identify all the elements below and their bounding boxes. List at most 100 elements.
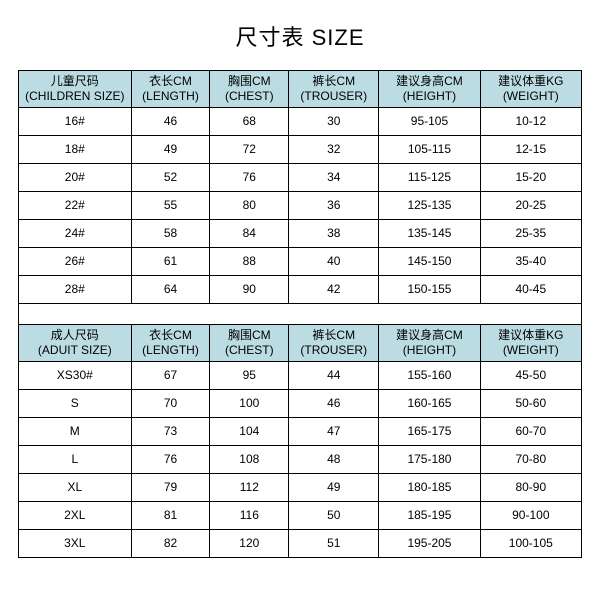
table-cell: 84 (210, 220, 289, 248)
table-row: 20#527634115-12515-20 (19, 164, 582, 192)
table-cell: 95 (210, 362, 289, 390)
table-cell: 82 (131, 530, 210, 558)
table-cell: 48 (289, 446, 379, 474)
table-cell: 36 (289, 192, 379, 220)
table-cell: 76 (210, 164, 289, 192)
table-cell: 55 (131, 192, 210, 220)
children-header-row: 儿童尺码(CHILDREN SIZE)衣长CM(LENGTH)胸围CM(CHES… (19, 71, 582, 108)
table-cell: 51 (289, 530, 379, 558)
header-en: (HEIGHT) (381, 89, 477, 104)
table-cell: 32 (289, 136, 379, 164)
table-cell: 73 (131, 418, 210, 446)
table-row: L7610848175-18070-80 (19, 446, 582, 474)
gap-row (19, 304, 582, 325)
table-cell: 58 (131, 220, 210, 248)
table-cell: 145-150 (379, 248, 480, 276)
table-cell: 45-50 (480, 362, 581, 390)
adult-header-cell: 胸围CM(CHEST) (210, 325, 289, 362)
table-cell: 12-15 (480, 136, 581, 164)
adult-header-cell: 成人尺码(ADUIT SIZE) (19, 325, 132, 362)
size-chart-page: 尺寸表 SIZE 儿童尺码(CHILDREN SIZE)衣长CM(LENGTH)… (0, 0, 600, 558)
table-cell: 104 (210, 418, 289, 446)
table-cell: 116 (210, 502, 289, 530)
children-header-cell: 胸围CM(CHEST) (210, 71, 289, 108)
header-cn: 衣长CM (134, 328, 208, 343)
header-en: (TROUSER) (291, 343, 376, 358)
table-cell: 72 (210, 136, 289, 164)
table-cell: 76 (131, 446, 210, 474)
table-cell: 24# (19, 220, 132, 248)
header-cn: 裤长CM (291, 74, 376, 89)
table-cell: XS30# (19, 362, 132, 390)
table-cell: 150-155 (379, 276, 480, 304)
adult-header-row: 成人尺码(ADUIT SIZE)衣长CM(LENGTH)胸围CM(CHEST)裤… (19, 325, 582, 362)
table-cell: 61 (131, 248, 210, 276)
table-cell: 18# (19, 136, 132, 164)
table-cell: 155-160 (379, 362, 480, 390)
table-cell: 81 (131, 502, 210, 530)
table-row: S7010046160-16550-60 (19, 390, 582, 418)
table-cell: 28# (19, 276, 132, 304)
table-row: 24#588438135-14525-35 (19, 220, 582, 248)
table-cell: 20# (19, 164, 132, 192)
header-en: (CHILDREN SIZE) (21, 89, 129, 104)
adult-header-cell: 建议身高CM(HEIGHT) (379, 325, 480, 362)
table-cell: 15-20 (480, 164, 581, 192)
table-cell: 35-40 (480, 248, 581, 276)
table-cell: 160-165 (379, 390, 480, 418)
header-cn: 裤长CM (291, 328, 376, 343)
table-cell: 38 (289, 220, 379, 248)
table-cell: 115-125 (379, 164, 480, 192)
table-row: 16#46683095-10510-12 (19, 108, 582, 136)
table-cell: 112 (210, 474, 289, 502)
table-cell: 95-105 (379, 108, 480, 136)
table-cell: 52 (131, 164, 210, 192)
table-row: 22#558036125-13520-25 (19, 192, 582, 220)
table-cell: 180-185 (379, 474, 480, 502)
table-row: M7310447165-17560-70 (19, 418, 582, 446)
header-cn: 建议身高CM (381, 328, 477, 343)
table-cell: 42 (289, 276, 379, 304)
table-cell: 40-45 (480, 276, 581, 304)
table-row: 26#618840145-15035-40 (19, 248, 582, 276)
table-cell: 70 (131, 390, 210, 418)
table-row: XS30#679544155-16045-50 (19, 362, 582, 390)
table-cell: 40 (289, 248, 379, 276)
table-row: 18#497232105-11512-15 (19, 136, 582, 164)
table-cell: 44 (289, 362, 379, 390)
header-cn: 儿童尺码 (21, 74, 129, 89)
table-cell: 80-90 (480, 474, 581, 502)
table-cell: S (19, 390, 132, 418)
table-cell: 80 (210, 192, 289, 220)
table-cell: 185-195 (379, 502, 480, 530)
header-cn: 成人尺码 (21, 328, 129, 343)
page-title: 尺寸表 SIZE (18, 20, 582, 52)
table-cell: 49 (289, 474, 379, 502)
adult-header-cell: 衣长CM(LENGTH) (131, 325, 210, 362)
header-en: (ADUIT SIZE) (21, 343, 129, 358)
table-cell: 25-35 (480, 220, 581, 248)
table-cell: 10-12 (480, 108, 581, 136)
children-header-cell: 儿童尺码(CHILDREN SIZE) (19, 71, 132, 108)
adult-header-cell: 建议体重KG(WEIGHT) (480, 325, 581, 362)
header-cn: 建议体重KG (483, 74, 579, 89)
size-table: 儿童尺码(CHILDREN SIZE)衣长CM(LENGTH)胸围CM(CHES… (18, 70, 582, 558)
header-cn: 建议体重KG (483, 328, 579, 343)
table-cell: 120 (210, 530, 289, 558)
table-cell: 165-175 (379, 418, 480, 446)
table-cell: 195-205 (379, 530, 480, 558)
header-cn: 建议身高CM (381, 74, 477, 89)
table-cell: M (19, 418, 132, 446)
table-cell: 90 (210, 276, 289, 304)
children-header-cell: 裤长CM(TROUSER) (289, 71, 379, 108)
table-cell: 22# (19, 192, 132, 220)
header-cn: 胸围CM (212, 328, 286, 343)
children-header-cell: 建议身高CM(HEIGHT) (379, 71, 480, 108)
table-cell: 90-100 (480, 502, 581, 530)
children-header-cell: 衣长CM(LENGTH) (131, 71, 210, 108)
gap-cell (19, 304, 582, 325)
table-cell: 30 (289, 108, 379, 136)
table-cell: 100-105 (480, 530, 581, 558)
table-cell: 64 (131, 276, 210, 304)
header-en: (CHEST) (212, 89, 286, 104)
